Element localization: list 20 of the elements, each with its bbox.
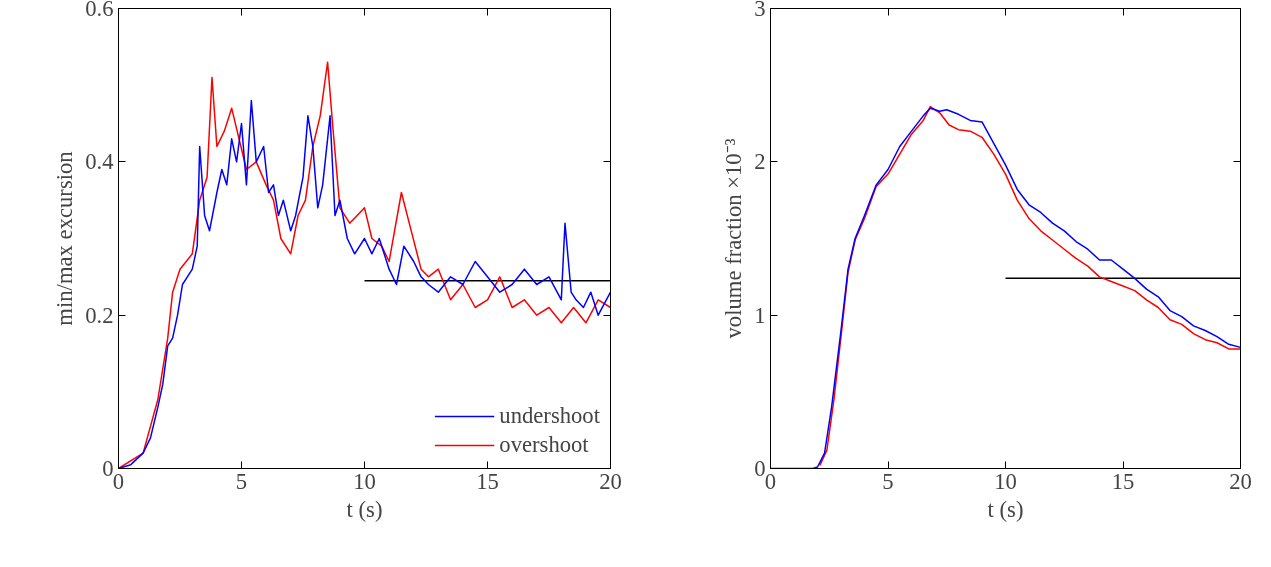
y-tick-label: 0.2 [85,302,114,328]
x-tick-label: 15 [1111,468,1135,494]
y-tick-label: 2 [754,149,766,175]
x-tick-label: 10 [994,468,1017,494]
legend-label: overshoot [499,432,589,458]
x-tick-label: 5 [235,468,248,494]
x-axis-title: t (s) [346,496,383,522]
y-tick-label: 0.4 [85,149,114,175]
x-tick-label: 10 [353,468,376,494]
x-tick-label: 5 [882,468,894,494]
x-tick-label: 20 [1229,468,1252,494]
y-axis-title: volume fraction ×10⁻³ [721,138,747,339]
x-tick-label: 20 [599,468,622,494]
x-axis-title: t (s) [987,496,1024,522]
x-tick-label: 15 [476,468,499,494]
legend-label: undershoot [499,403,600,429]
y-axis-title: min/max excursion [52,151,78,326]
y-tick-label: 0.6 [85,0,114,21]
y-tick-label: 1 [754,302,766,328]
y-tick-label: 3 [754,0,766,21]
